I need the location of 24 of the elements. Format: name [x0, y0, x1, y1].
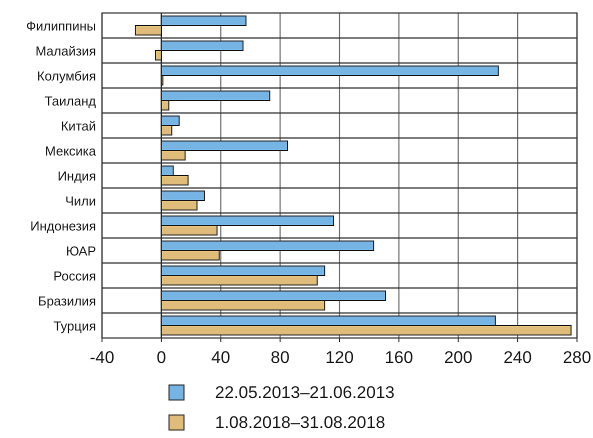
x-tick-label: 40	[211, 348, 230, 367]
y-tick-label: Россия	[53, 268, 96, 284]
y-tick-label: Мексика	[44, 144, 97, 158]
x-tick-label: 240	[503, 348, 532, 367]
x-tick-label: 0	[156, 348, 166, 367]
y-tick-label: Таиланд	[44, 94, 96, 108]
legend-label: 22.05.2013–21.06.2013	[215, 383, 395, 402]
legend-label: 1.08.2018–31.08.2018	[215, 413, 386, 432]
x-tick-label: -40	[90, 348, 114, 367]
x-tick-label: 200	[444, 348, 472, 367]
y-tick-label: Бразилия	[38, 294, 96, 308]
x-tick-label: 120	[325, 348, 354, 367]
x-tick-label: 280	[562, 348, 592, 367]
y-tick-label: Малайзия	[35, 44, 96, 58]
x-tick-label: 160	[384, 348, 414, 367]
y-tick-label: Индия	[58, 168, 96, 184]
y-tick-label: Филиппины	[26, 18, 96, 34]
y-tick-label: Турция	[53, 318, 96, 334]
y-tick-label: Индонезия	[30, 218, 96, 234]
y-tick-label: Чили	[65, 194, 96, 208]
y-tick-label: Китай	[60, 118, 96, 134]
y-tick-label: ЮАР	[66, 244, 96, 258]
x-tick-label: 80	[270, 348, 290, 367]
y-tick-label: Колумбия	[37, 68, 96, 84]
